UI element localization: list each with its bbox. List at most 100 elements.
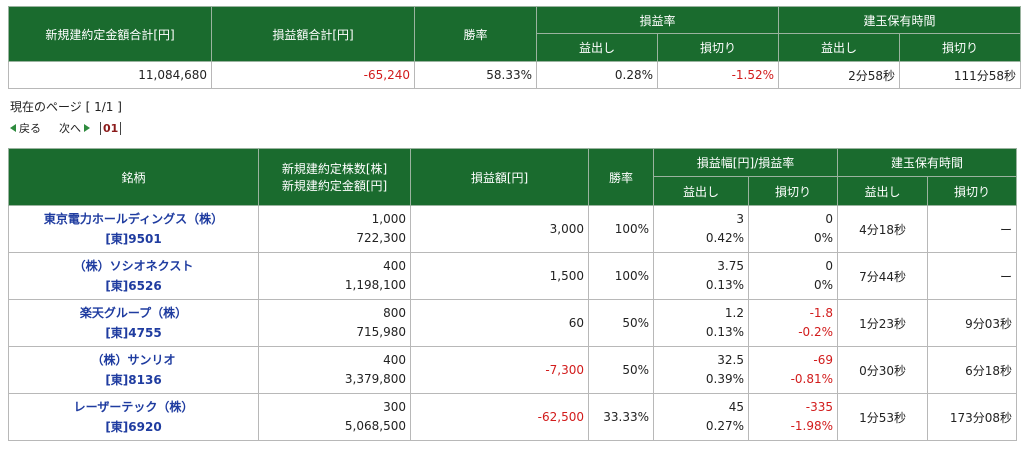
profit-yen: 1.2: [724, 306, 744, 320]
loss-yen: 0: [825, 212, 834, 226]
page-number-link[interactable]: 01: [100, 122, 122, 135]
time-loss-cell: ー: [927, 252, 1018, 300]
profit-pct: 0.13%: [705, 278, 744, 292]
win-rate-cell: 100%: [588, 252, 654, 300]
pager: 現在のページ [ 1/1 ] 戻る 次へ 01: [10, 99, 122, 137]
header-range-loss: 損切り: [747, 176, 839, 206]
table-row: 東京電力ホールディングス（株） [東]9501 1,000 722,300 3,000 1…: [8, 205, 1018, 253]
profit-yen: 45: [728, 400, 744, 414]
time-profit-cell: 0分30秒: [837, 346, 929, 394]
header-win-rate: 勝率: [414, 6, 537, 62]
amount-value: 5,068,500: [344, 419, 406, 433]
triangle-right-icon: [84, 124, 90, 132]
pnl-cell: -7,300: [410, 346, 589, 394]
amount-value: 3,379,800: [344, 372, 406, 386]
amount-value: 715,980: [356, 325, 406, 339]
time-loss-cell: 9分03秒: [927, 299, 1018, 347]
win-rate-cell: 33.33%: [588, 393, 654, 441]
time-loss-cell: 6分18秒: [927, 346, 1018, 394]
range-loss-cell: -1.8 -0.2%: [747, 299, 839, 347]
loss-pct: -0.81%: [790, 372, 834, 386]
shares-value: 800: [383, 306, 406, 320]
range-profit-cell: 3.75 0.13%: [653, 252, 749, 300]
table-row: （株）サンリオ [東]8136 400 3,379,800 -7,300 50% 32.5 0…: [8, 346, 1018, 394]
win-rate-cell: 100%: [588, 205, 654, 253]
header-pnl-rate: 損益率: [535, 6, 780, 34]
time-profit-cell: 1分53秒: [837, 393, 929, 441]
profit-yen: 3: [736, 212, 744, 226]
header-hold-time: 建玉保有時間: [837, 148, 1018, 177]
header-time-loss: 損切り: [927, 176, 1018, 206]
triangle-left-icon: [10, 124, 16, 132]
stock-name-link[interactable]: 東京電力ホールディングス（株）: [43, 212, 224, 226]
stock-rows: 東京電力ホールディングス（株） [東]9501 1,000 722,300 3,000 1…: [8, 205, 1018, 441]
stock-code-link[interactable]: [東]9501: [105, 232, 162, 246]
header-rate-loss: 損切り: [656, 33, 780, 62]
range-loss-cell: -69 -0.81%: [747, 346, 839, 394]
loss-pct: -1.98%: [790, 419, 834, 433]
table-row: レーザーテック（株） [東]6920 300 5,068,500 -62,500 33.3…: [8, 393, 1018, 441]
range-profit-cell: 1.2 0.13%: [653, 299, 749, 347]
summary-win-rate: 58.33%: [414, 61, 537, 89]
range-loss-cell: 0 0%: [747, 252, 839, 300]
shares-value: 400: [383, 353, 406, 367]
summary-time-profit: 2分58秒: [778, 61, 901, 89]
profit-pct: 0.42%: [705, 231, 744, 245]
stock-code-link[interactable]: [東]6526: [105, 279, 162, 293]
amount-value: 722,300: [356, 231, 406, 245]
stock-name-link[interactable]: （株）ソシオネクスト: [73, 259, 194, 273]
profit-pct: 0.13%: [705, 325, 744, 339]
range-loss-cell: 0 0%: [747, 205, 839, 253]
header-pnl: 損益額[円]: [410, 148, 589, 206]
header-win-rate: 勝率: [588, 148, 654, 206]
shares-value: 1,000: [371, 212, 406, 226]
stock-name-link[interactable]: （株）サンリオ: [91, 353, 176, 367]
header-stock: 銘柄: [8, 148, 259, 206]
shares-amount-cell: 300 5,068,500: [258, 393, 411, 441]
next-link[interactable]: 次へ: [59, 120, 90, 137]
pnl-cell: 1,500: [410, 252, 589, 300]
time-loss-cell: 173分08秒: [927, 393, 1018, 441]
stock-code-link[interactable]: [東]8136: [105, 373, 162, 387]
win-rate-cell: 50%: [588, 299, 654, 347]
stock-name-link[interactable]: レーザーテック（株）: [73, 400, 194, 414]
header-pnl-total: 損益額合計[円]: [211, 6, 415, 62]
next-label: 次へ: [59, 122, 81, 135]
header-hold-time: 建玉保有時間: [778, 6, 1022, 34]
prev-label: 戻る: [19, 122, 41, 135]
header-range: 損益幅[円]/損益率: [652, 148, 839, 177]
summary-time-loss: 111分58秒: [899, 61, 1022, 89]
time-profit-cell: 7分44秒: [837, 252, 929, 300]
loss-pct: 0%: [813, 231, 834, 245]
loss-pct: 0%: [813, 278, 834, 292]
table-row: （株）ソシオネクスト [東]6526 400 1,198,100 1,500 100% 3.…: [8, 252, 1018, 300]
prev-link[interactable]: 戻る: [10, 120, 41, 137]
loss-pct: -0.2%: [798, 325, 834, 339]
stock-cell: （株）ソシオネクスト [東]6526: [8, 252, 259, 300]
header-amount: 新規建約定金額[円]: [281, 179, 388, 193]
stock-code-link[interactable]: [東]6920: [105, 420, 162, 434]
time-profit-cell: 4分18秒: [837, 205, 929, 253]
shares-amount-cell: 400 3,379,800: [258, 346, 411, 394]
header-shares-amount: 新規建約定株数[株] 新規建約定金額[円]: [258, 148, 411, 206]
stock-code-link[interactable]: [東]4755: [105, 326, 162, 340]
header-time-loss: 損切り: [899, 33, 1022, 62]
loss-yen: 0: [825, 259, 834, 273]
stock-table: 銘柄 新規建約定株数[株] 新規建約定金額[円] 損益額[円] 勝率 損益幅[円…: [8, 148, 1018, 441]
time-profit-cell: 1分23秒: [837, 299, 929, 347]
shares-value: 300: [383, 400, 406, 414]
pnl-cell: 60: [410, 299, 589, 347]
shares-value: 400: [383, 259, 406, 273]
profit-pct: 0.27%: [705, 419, 744, 433]
range-profit-cell: 32.5 0.39%: [653, 346, 749, 394]
time-loss-cell: ー: [927, 205, 1018, 253]
summary-rate-profit: 0.28%: [536, 61, 658, 89]
stock-name-link[interactable]: 楽天グループ（株）: [79, 306, 188, 320]
win-rate-cell: 50%: [588, 346, 654, 394]
profit-yen: 3.75: [717, 259, 744, 273]
profit-yen: 32.5: [717, 353, 744, 367]
profit-pct: 0.39%: [705, 372, 744, 386]
range-profit-cell: 45 0.27%: [653, 393, 749, 441]
loss-yen: -1.8: [809, 306, 834, 320]
header-new-amount-total: 新規建約定金額合計[円]: [8, 6, 212, 62]
